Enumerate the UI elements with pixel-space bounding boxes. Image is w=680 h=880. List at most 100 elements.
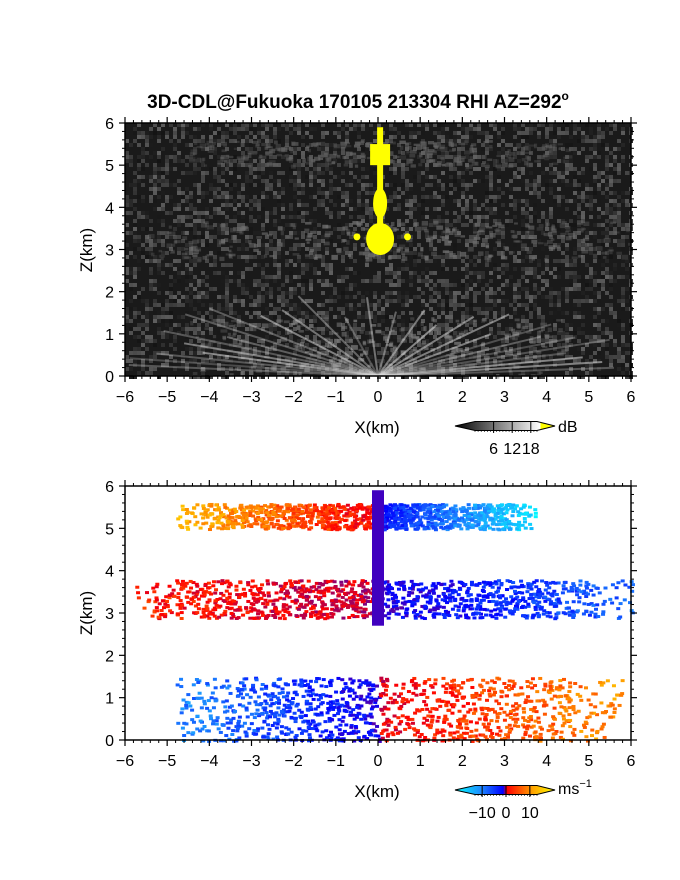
noise-cell: [181, 131, 185, 135]
noise-cell: [529, 191, 533, 195]
noise-cell: [473, 199, 477, 203]
noise-cell: [277, 255, 281, 259]
noise-cell: [313, 359, 317, 363]
noise-cell: [277, 267, 281, 271]
echo-pixel: [489, 144, 493, 149]
noise-cell: [185, 299, 189, 303]
noise-cell: [185, 171, 189, 175]
noise-cell: [405, 123, 409, 127]
echo-pixel: [360, 353, 364, 357]
noise-cell: [373, 167, 377, 171]
echo-pixel: [197, 256, 202, 262]
noise-cell: [389, 279, 393, 283]
echo-pixel: [200, 222, 208, 228]
noise-cell: [453, 331, 457, 335]
noise-cell: [597, 283, 601, 287]
echo-pixel: [496, 250, 504, 256]
noise-cell: [189, 243, 193, 247]
noise-cell: [209, 251, 213, 255]
noise-cell: [125, 231, 129, 235]
noise-cell: [485, 143, 489, 147]
noise-cell: [433, 131, 437, 135]
noise-cell: [525, 135, 529, 139]
noise-cell: [405, 347, 409, 351]
echo-pixel: [247, 152, 252, 158]
noise-cell: [301, 235, 305, 239]
noise-cell: [521, 371, 525, 375]
noise-cell: [177, 251, 181, 255]
noise-cell: [473, 271, 477, 275]
echo-pixel: [263, 356, 270, 359]
echo-pixel: [481, 341, 486, 346]
noise-cell: [425, 127, 429, 131]
noise-cell: [257, 171, 261, 175]
noise-cell: [245, 179, 249, 183]
noise-cell: [193, 127, 197, 131]
noise-cell: [405, 299, 409, 303]
echo-pixel: [273, 140, 278, 145]
noise-cell: [293, 215, 297, 219]
noise-cell: [593, 235, 597, 239]
noise-cell: [325, 195, 329, 199]
noise-cell: [293, 287, 297, 291]
echo-pixel: [309, 323, 314, 329]
noise-cell: [245, 331, 249, 335]
noise-cell: [545, 147, 549, 151]
noise-cell: [445, 359, 449, 363]
echo-pixel: [278, 147, 285, 153]
noise-cell: [385, 183, 389, 187]
echo-pixel: [451, 143, 458, 147]
noise-cell: [237, 247, 241, 251]
noise-cell: [225, 299, 229, 303]
noise-cell: [229, 159, 233, 163]
echo-pixel: [192, 239, 199, 244]
noise-cell: [309, 195, 313, 199]
noise-cell: [229, 131, 233, 135]
noise-cell: [265, 127, 269, 131]
noise-cell: [133, 327, 137, 331]
echo-pixel: [495, 227, 500, 233]
noise-cell: [485, 167, 489, 171]
echo-pixel: [460, 251, 467, 257]
noise-cell: [281, 343, 285, 347]
noise-cell: [425, 303, 429, 307]
noise-cell: [141, 195, 145, 199]
noise-cell: [321, 263, 325, 267]
noise-cell: [349, 215, 353, 219]
noise-cell: [501, 267, 505, 271]
noise-cell: [141, 323, 145, 327]
noise-cell: [565, 231, 569, 235]
noise-cell: [605, 331, 609, 335]
noise-cell: [477, 359, 481, 363]
echo-pixel: [525, 224, 530, 229]
velocity-pixel: [261, 517, 266, 521]
echo-pixel: [544, 242, 548, 247]
noise-cell: [521, 171, 525, 175]
noise-cell: [281, 239, 285, 243]
echo-pixel: [310, 230, 317, 234]
noise-cell: [621, 351, 625, 355]
noise-cell: [309, 283, 313, 287]
noise-cell: [533, 343, 537, 347]
noise-cell: [201, 315, 205, 319]
noise-cell: [485, 243, 489, 247]
noise-cell: [133, 347, 137, 351]
noise-cell: [625, 375, 629, 379]
echo-pixel: [277, 148, 281, 152]
echo-pixel: [290, 223, 296, 227]
noise-cell: [241, 283, 245, 287]
noise-cell: [521, 179, 525, 183]
noise-cell: [437, 179, 441, 183]
echo-pixel: [294, 371, 299, 375]
noise-cell: [577, 171, 581, 175]
noise-cell: [533, 275, 537, 279]
noise-cell: [493, 199, 497, 203]
noise-cell: [365, 199, 369, 203]
noise-cell: [193, 279, 197, 283]
echo-pixel: [511, 328, 516, 333]
noise-cell: [305, 279, 309, 283]
noise-cell: [533, 203, 537, 207]
noise-cell: [253, 283, 257, 287]
noise-cell: [405, 303, 409, 307]
noise-cell: [593, 279, 597, 283]
